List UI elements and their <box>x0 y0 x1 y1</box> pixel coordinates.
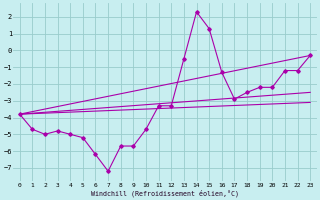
X-axis label: Windchill (Refroidissement éolien,°C): Windchill (Refroidissement éolien,°C) <box>91 189 239 197</box>
